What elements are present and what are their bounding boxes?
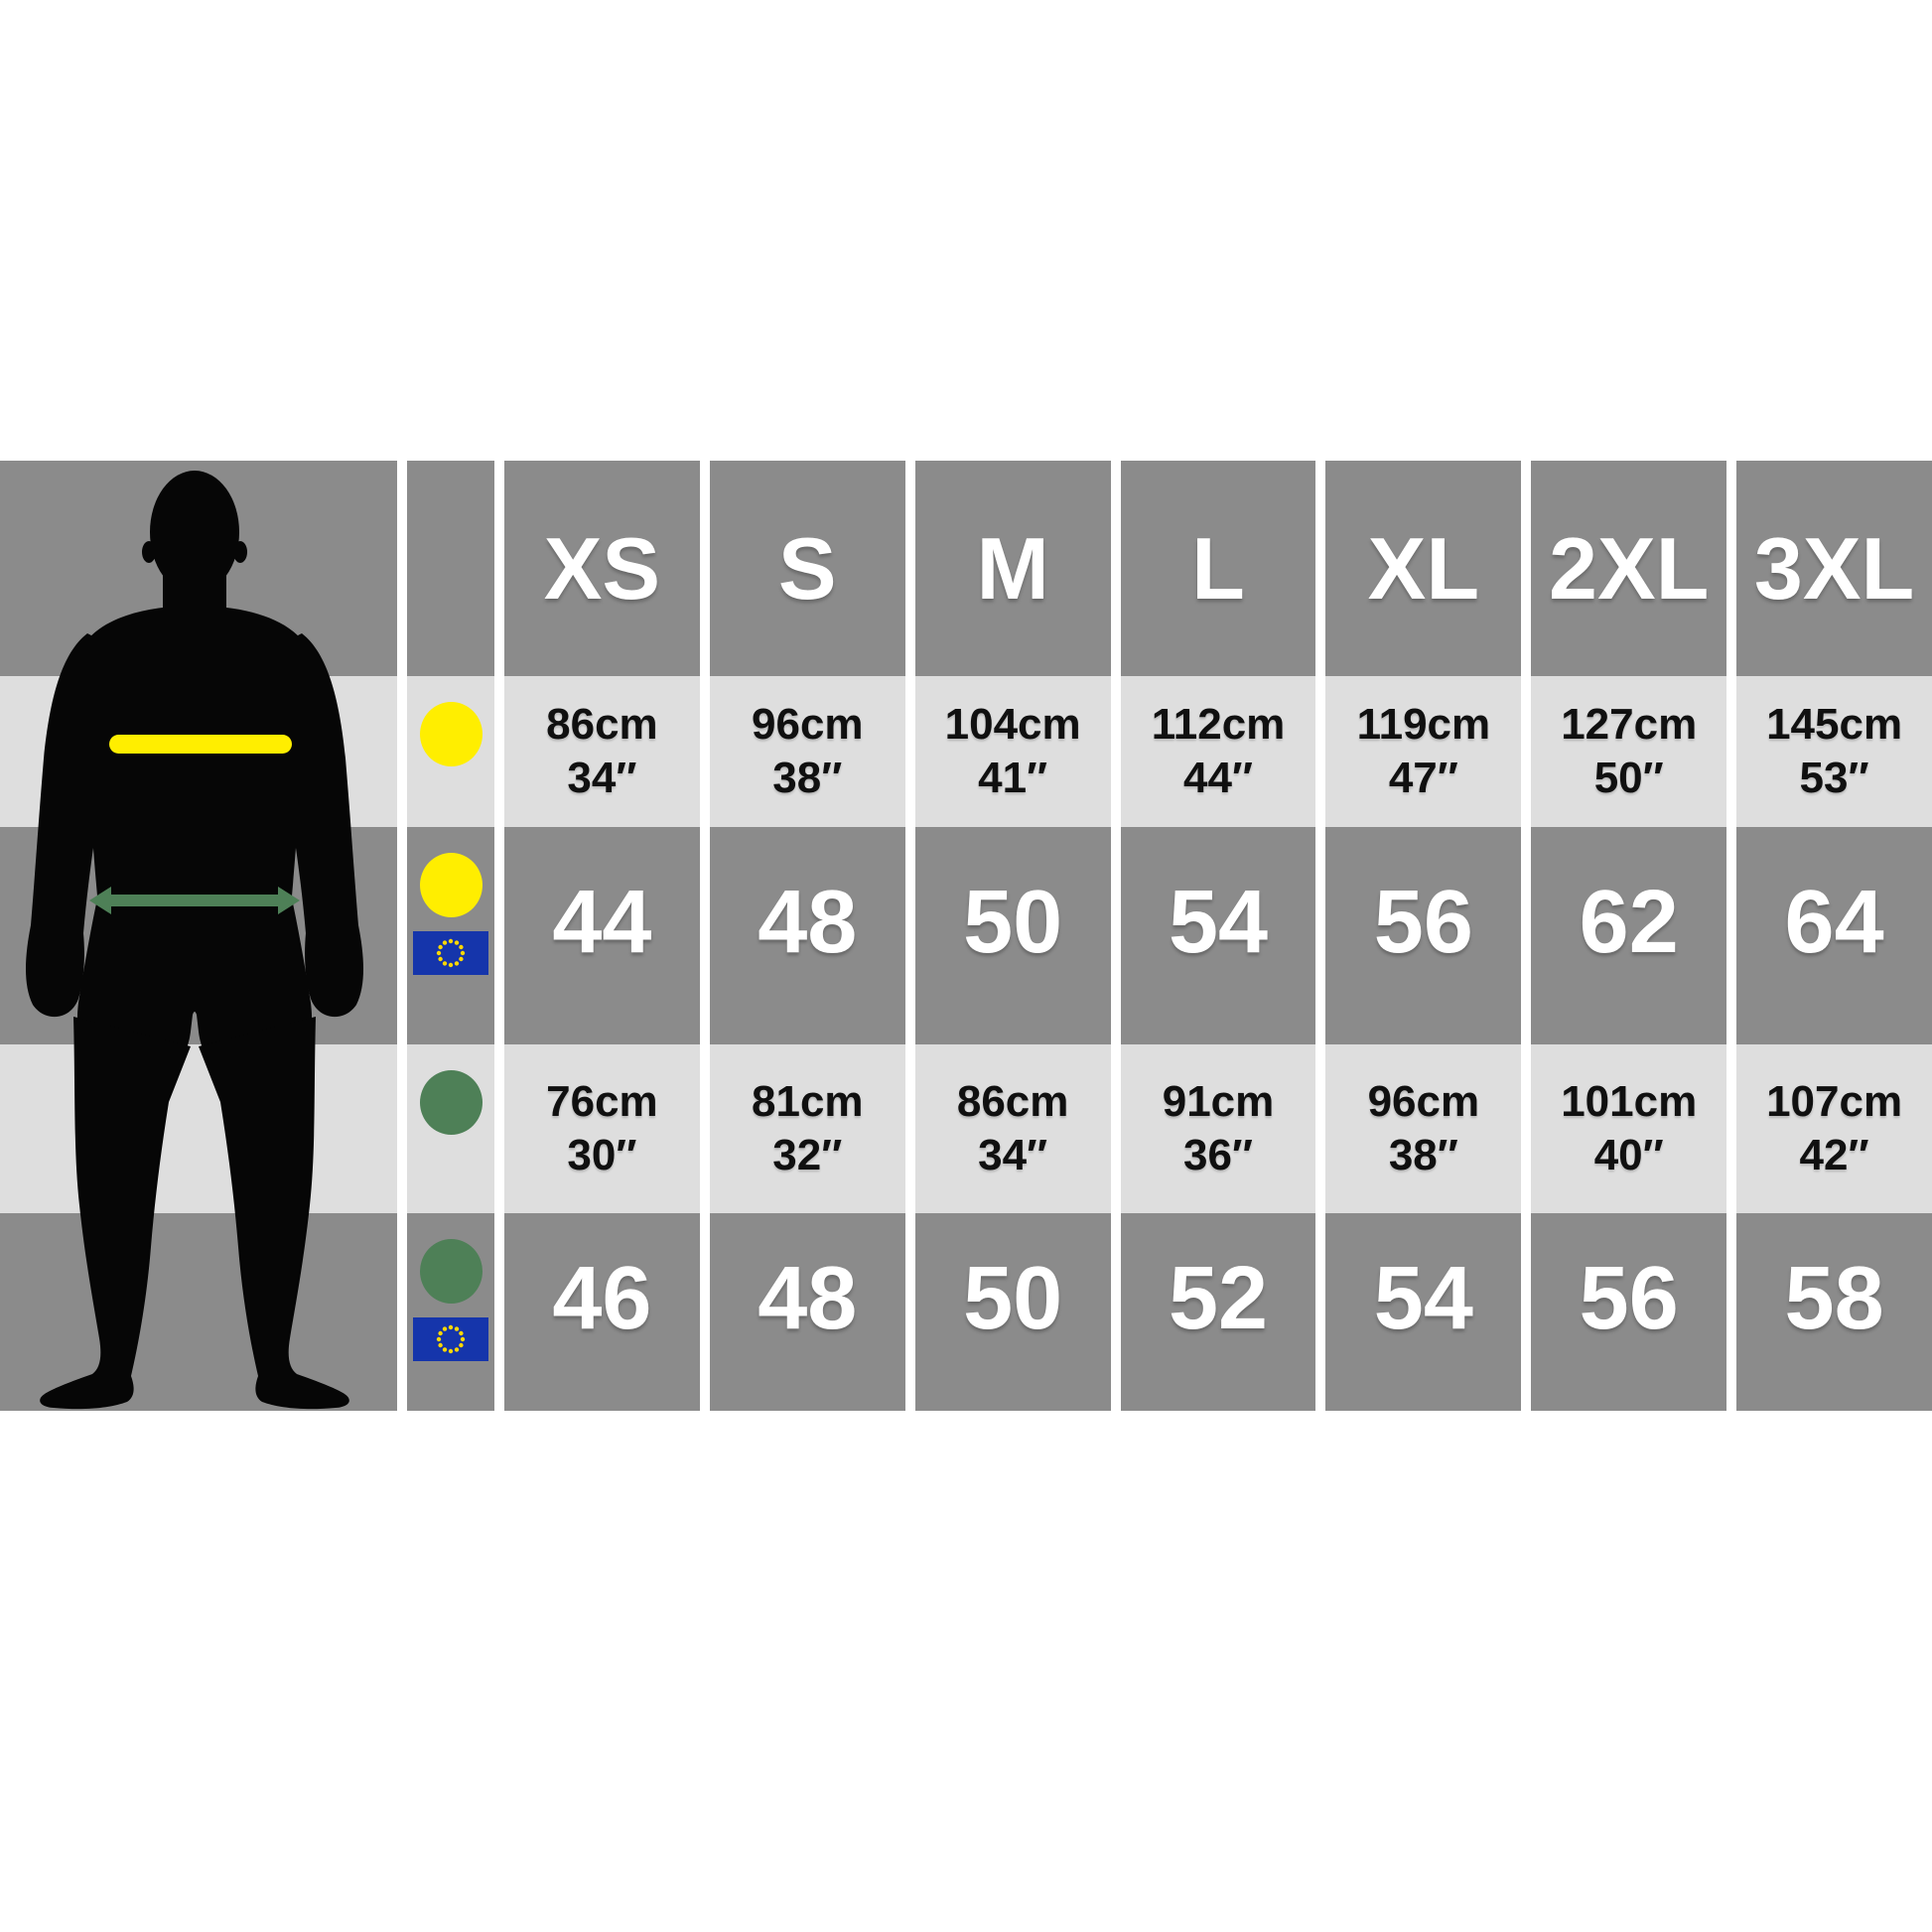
measurement-cm: 96cm bbox=[752, 700, 864, 750]
eu-flag-icon bbox=[413, 931, 488, 975]
measurement-cm: 112cm bbox=[1151, 700, 1286, 750]
waist-cell-m: 86cm 34″ bbox=[914, 1044, 1111, 1213]
size-header-2xl: 2XL bbox=[1531, 461, 1727, 676]
waist-row-legend bbox=[407, 1044, 494, 1213]
silhouette-arm-left bbox=[26, 633, 111, 1018]
waist-eu-row-legend bbox=[407, 1213, 494, 1411]
measurement-in: 50″ bbox=[1593, 754, 1664, 802]
silhouette-leg-left bbox=[40, 1017, 191, 1410]
measurement-in: 38″ bbox=[1388, 1131, 1458, 1179]
waist-eu-cell-xl: 54 bbox=[1325, 1213, 1522, 1411]
chest-cell-xl: 119cm 47″ bbox=[1325, 676, 1522, 827]
measurement-in: 41″ bbox=[978, 754, 1048, 802]
chest-measure-line bbox=[109, 735, 292, 754]
chest-cell-3xl: 145cm 53″ bbox=[1736, 676, 1932, 827]
measurement-in: 34″ bbox=[567, 754, 637, 802]
chest-cell-2xl: 127cm 50″ bbox=[1531, 676, 1727, 827]
measurement-in: 30″ bbox=[567, 1131, 637, 1179]
silhouette-shorts bbox=[76, 890, 313, 1058]
silhouette-arm-right bbox=[278, 633, 363, 1018]
chest-cell-xs: 86cm 34″ bbox=[504, 676, 700, 827]
waist-cell-l: 91cm 36″ bbox=[1120, 1044, 1316, 1213]
size-chart: XS S M L XL 2XL 3XL 86cm 34″ 96cm 38″ 104c… bbox=[0, 461, 1932, 1411]
measurement-cm: 76cm bbox=[546, 1077, 658, 1127]
measurement-cm: 104cm bbox=[944, 700, 1081, 750]
measurement-cm: 86cm bbox=[546, 700, 658, 750]
chest-eu-cell-2xl: 62 bbox=[1531, 827, 1727, 1044]
chest-row-legend bbox=[407, 676, 494, 827]
chest-eu-cell-l: 54 bbox=[1120, 827, 1316, 1044]
waist-measure-line bbox=[89, 887, 300, 914]
chest-eu-cell-xs: 44 bbox=[504, 827, 700, 1044]
waist-eu-cell-l: 52 bbox=[1120, 1213, 1316, 1411]
measurement-cm: 96cm bbox=[1367, 1077, 1480, 1127]
chest-eu-cell-m: 50 bbox=[914, 827, 1111, 1044]
size-header-xl: XL bbox=[1325, 461, 1522, 676]
silhouette-leg-right bbox=[199, 1017, 349, 1410]
chest-cell-m: 104cm 41″ bbox=[914, 676, 1111, 827]
size-header-m: M bbox=[914, 461, 1111, 676]
waist-eu-cell-3xl: 58 bbox=[1736, 1213, 1932, 1411]
waist-eu-cell-s: 48 bbox=[709, 1213, 905, 1411]
measurement-cm: 127cm bbox=[1561, 700, 1698, 750]
legend-header-cell bbox=[407, 461, 494, 676]
chest-eu-cell-xl: 56 bbox=[1325, 827, 1522, 1044]
waist-cell-2xl: 101cm 40″ bbox=[1531, 1044, 1727, 1213]
silhouette-ear-right bbox=[233, 541, 247, 563]
size-header-l: L bbox=[1120, 461, 1316, 676]
size-header-xs: XS bbox=[504, 461, 700, 676]
chest-eu-cell-s: 48 bbox=[709, 827, 905, 1044]
silhouette-torso bbox=[81, 606, 308, 918]
chest-eu-row-legend bbox=[407, 827, 494, 1044]
waist-eu-cell-2xl: 56 bbox=[1531, 1213, 1727, 1411]
waist-eu-cell-m: 50 bbox=[914, 1213, 1111, 1411]
measurement-in: 32″ bbox=[772, 1131, 843, 1179]
measurement-in: 36″ bbox=[1182, 1131, 1253, 1179]
chest-cell-l: 112cm 44″ bbox=[1120, 676, 1316, 827]
measurement-in: 47″ bbox=[1388, 754, 1458, 802]
measurement-cm: 119cm bbox=[1356, 700, 1491, 750]
measurement-in: 44″ bbox=[1182, 754, 1253, 802]
measurement-cm: 81cm bbox=[752, 1077, 864, 1127]
measurement-cm: 101cm bbox=[1561, 1077, 1698, 1127]
chest-cell-s: 96cm 38″ bbox=[709, 676, 905, 827]
eu-flag-icon bbox=[413, 1317, 488, 1361]
size-header-3xl: 3XL bbox=[1736, 461, 1932, 676]
waist-marker-icon bbox=[419, 1070, 483, 1135]
measurement-cm: 91cm bbox=[1162, 1077, 1275, 1127]
chest-marker-icon bbox=[419, 702, 483, 766]
waist-cell-xs: 76cm 30″ bbox=[504, 1044, 700, 1213]
measurement-in: 40″ bbox=[1593, 1131, 1664, 1179]
size-header-s: S bbox=[709, 461, 905, 676]
measurement-cm: 145cm bbox=[1766, 700, 1903, 750]
chest-eu-cell-3xl: 64 bbox=[1736, 827, 1932, 1044]
body-measurement-figure bbox=[0, 461, 397, 1411]
silhouette-head bbox=[150, 471, 239, 594]
measurement-cm: 107cm bbox=[1766, 1077, 1903, 1127]
waist-cell-3xl: 107cm 42″ bbox=[1736, 1044, 1932, 1213]
measurement-in: 42″ bbox=[1799, 1131, 1869, 1179]
chest-marker-icon bbox=[419, 853, 483, 917]
measurement-in: 38″ bbox=[772, 754, 843, 802]
body-silhouette bbox=[26, 471, 363, 1410]
measurement-cm: 86cm bbox=[956, 1077, 1069, 1127]
measurement-in: 53″ bbox=[1799, 754, 1869, 802]
waist-cell-xl: 96cm 38″ bbox=[1325, 1044, 1522, 1213]
waist-cell-s: 81cm 32″ bbox=[709, 1044, 905, 1213]
silhouette-ear-left bbox=[142, 541, 156, 563]
measurement-in: 34″ bbox=[978, 1131, 1048, 1179]
waist-eu-cell-xs: 46 bbox=[504, 1213, 700, 1411]
waist-marker-icon bbox=[419, 1239, 483, 1304]
